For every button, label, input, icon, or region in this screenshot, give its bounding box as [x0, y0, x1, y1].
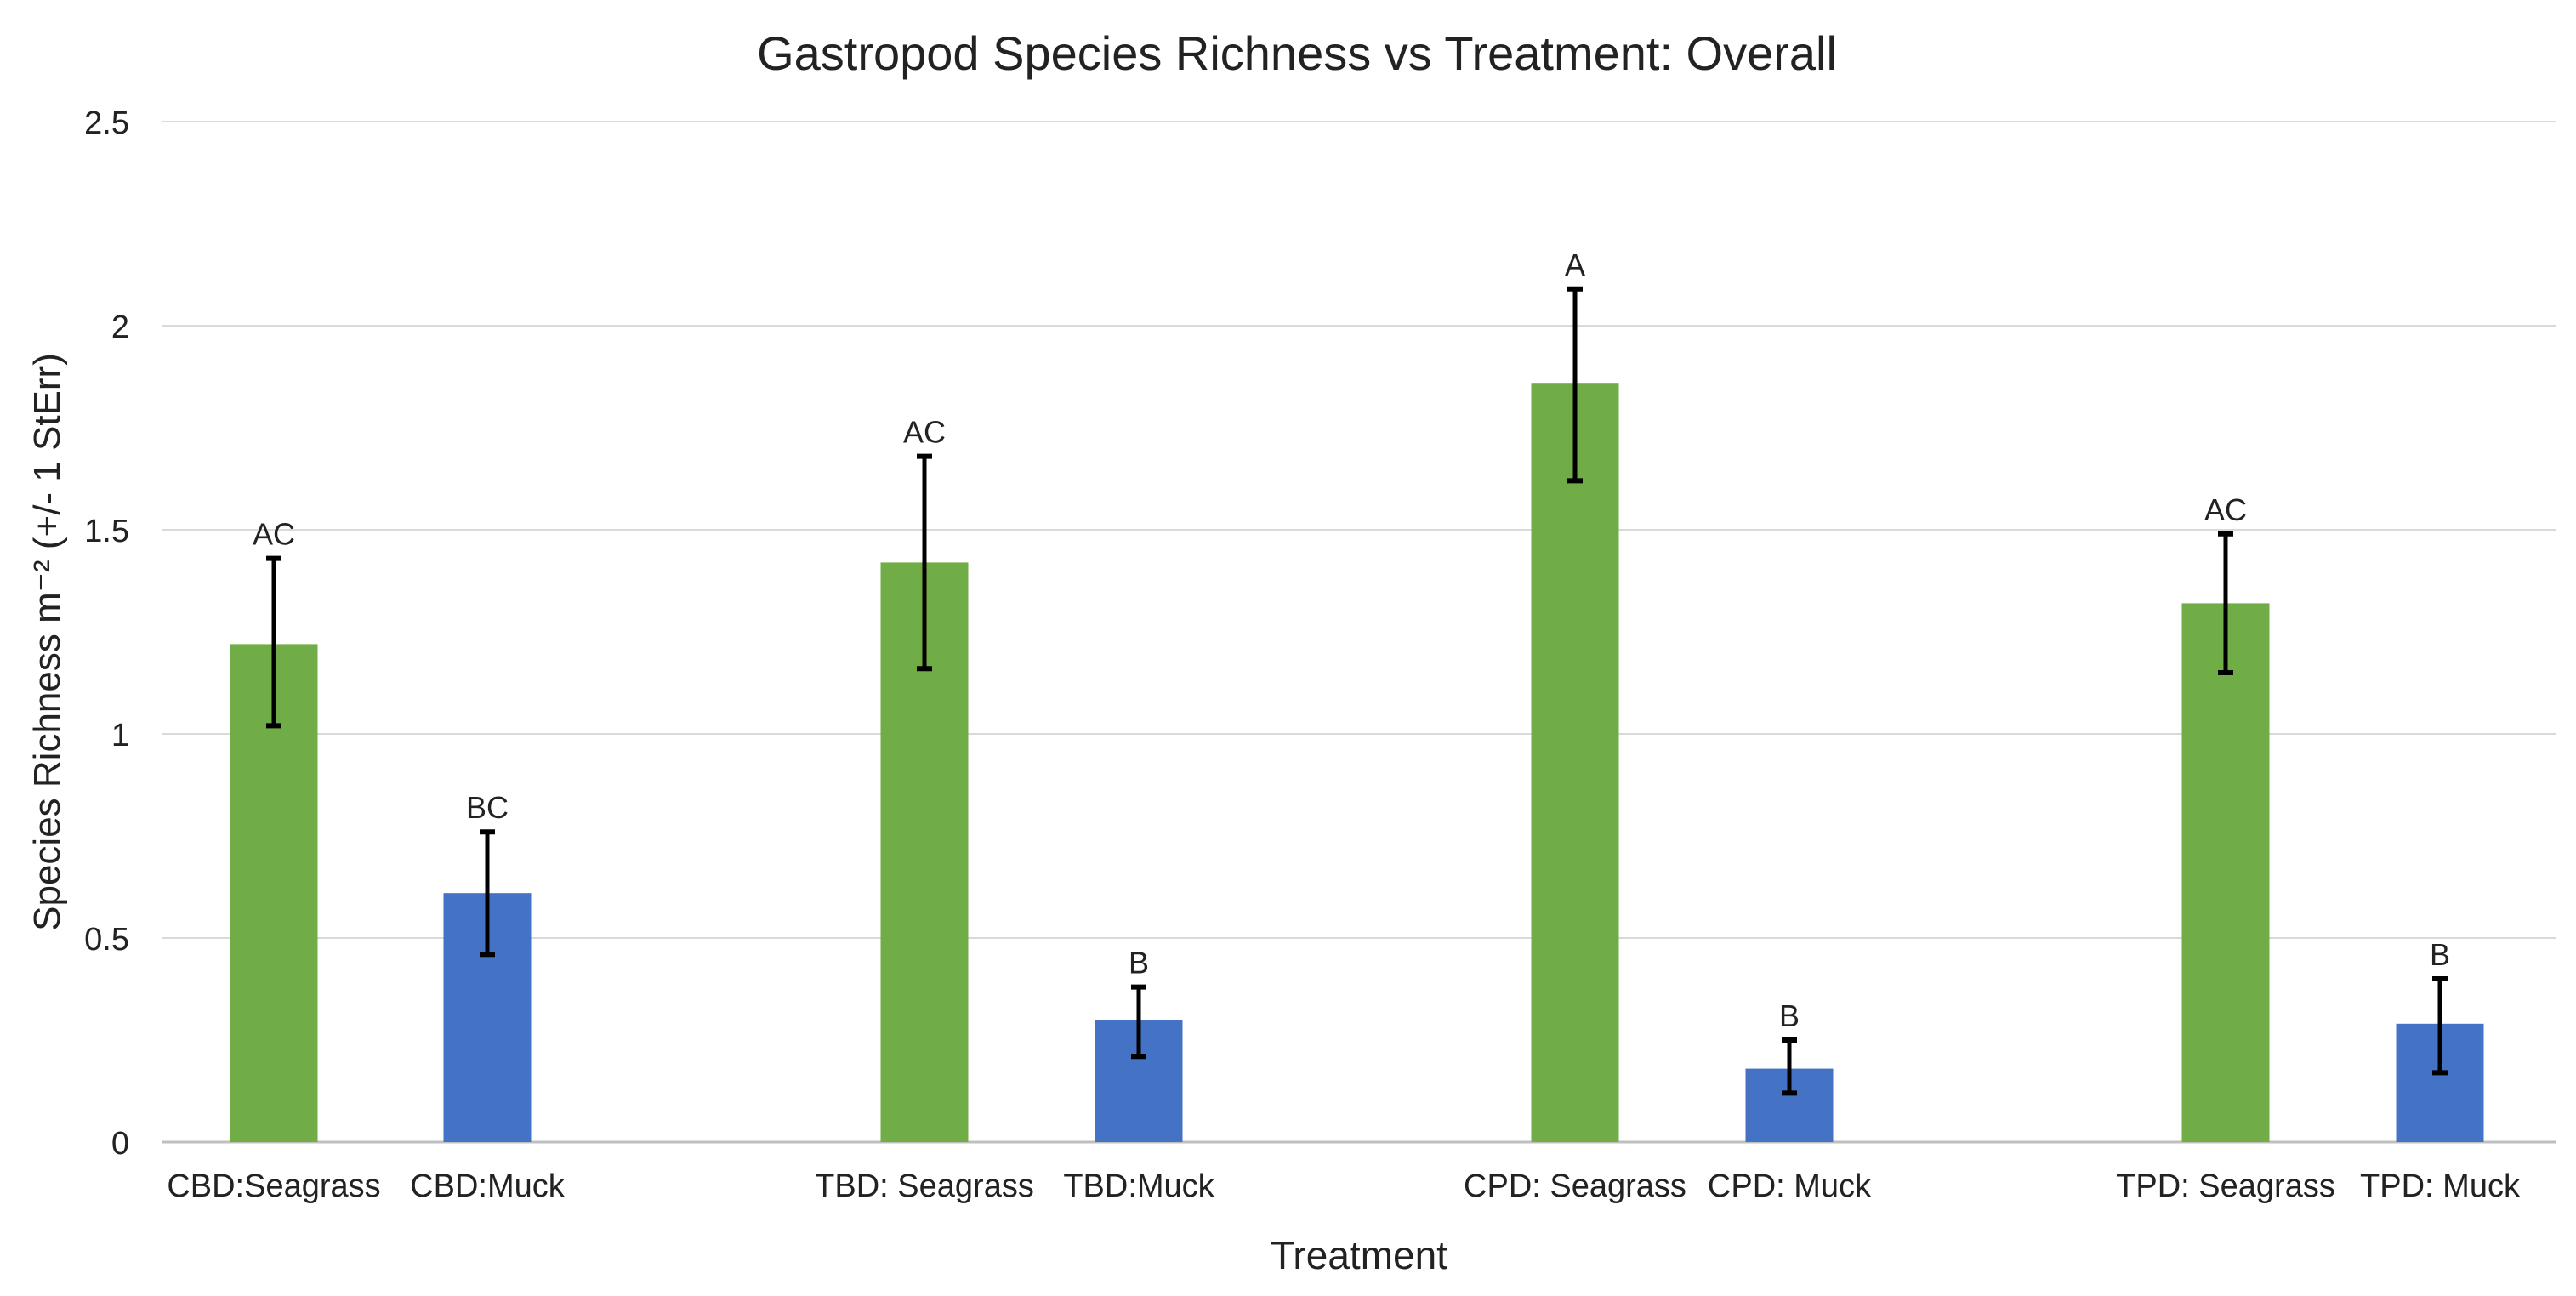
x-axis-title: Treatment — [1271, 1233, 1447, 1277]
y-axis-title: Species Richness m⁻² (+/- 1 StErr) — [26, 353, 68, 931]
error-bar — [2218, 531, 2233, 675]
significance-label: AC — [2204, 492, 2247, 527]
y-tick-label: 1.5 — [84, 514, 129, 549]
error-bar — [480, 829, 495, 958]
y-tick-label: 1 — [111, 718, 129, 753]
y-axis-tick-labels: 0 0.5 1 1.5 2 2.5 — [84, 105, 129, 1162]
x-tick-label: CPD: Muck — [1708, 1168, 1872, 1204]
x-tick-label: TPD: Seagrass — [2116, 1168, 2335, 1204]
error-bar — [266, 555, 281, 729]
x-axis-tick-labels: CBD:Seagrass CBD:Muck TBD: Seagrass TBD:Muc… — [167, 1168, 2521, 1204]
y-tick-label: 2 — [111, 310, 129, 345]
significance-label: B — [2430, 937, 2450, 972]
error-bars — [266, 286, 2448, 1096]
error-bar — [1782, 1037, 1797, 1096]
chart-title: Gastropod Species Richness vs Treatment:… — [757, 26, 1837, 80]
error-bar — [1567, 286, 1583, 484]
bar-seagrass — [2181, 603, 2270, 1142]
x-tick-label: TPD: Muck — [2360, 1168, 2521, 1204]
significance-label: BC — [466, 790, 509, 825]
significance-label: B — [1779, 998, 1800, 1033]
error-bar — [2432, 976, 2448, 1076]
significance-labels: AC BC AC B A B AC B — [253, 247, 2450, 1033]
significance-label: AC — [903, 415, 946, 450]
x-tick-label: CBD:Muck — [410, 1168, 566, 1204]
error-bar — [917, 453, 932, 672]
y-tick-label: 0 — [111, 1126, 129, 1162]
y-tick-label: 0.5 — [84, 922, 129, 958]
gridlines — [162, 121, 2556, 1144]
bar-seagrass — [1531, 383, 1619, 1142]
bars — [230, 383, 2484, 1142]
error-bar — [1131, 984, 1146, 1060]
y-tick-label: 2.5 — [84, 105, 129, 141]
x-tick-label: CBD:Seagrass — [167, 1168, 380, 1204]
x-tick-label: TBD: Seagrass — [815, 1168, 1034, 1204]
x-tick-label: TBD:Muck — [1063, 1168, 1214, 1204]
significance-label: B — [1129, 946, 1149, 981]
significance-label: A — [1565, 247, 1585, 282]
significance-label: AC — [253, 517, 295, 552]
x-tick-label: CPD: Seagrass — [1464, 1168, 1686, 1204]
